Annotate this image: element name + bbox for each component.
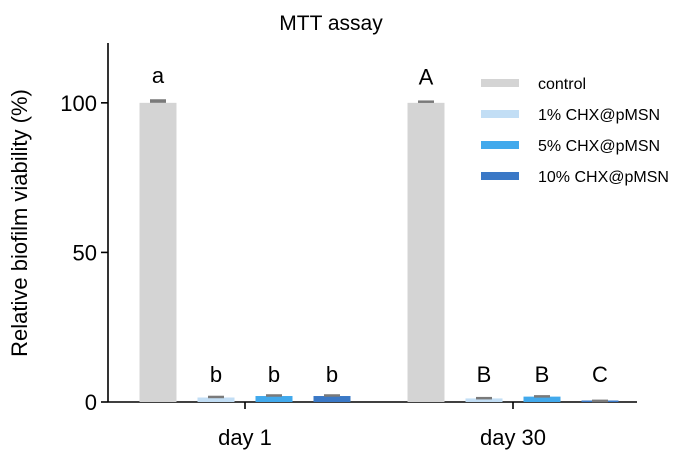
significance-letter: b (326, 362, 338, 387)
significance-letter: b (268, 362, 280, 387)
x-tick-label: day 30 (480, 425, 546, 450)
bar (255, 396, 293, 402)
axes: 0 50 100 day 1 day 30 (60, 43, 637, 450)
significance-letter: B (477, 362, 492, 387)
y-axis-label: Relative biofilm viability (%) (7, 89, 32, 357)
legend: control 1% CHX@pMSN 5% CHX@pMSN 10% CHX@pMS… (481, 76, 669, 186)
x-tick-label: day 1 (218, 425, 272, 450)
significance-letter: B (535, 362, 550, 387)
error-bar (324, 394, 340, 397)
chart-title: MTT assay (279, 12, 383, 35)
legend-label: 10% CHX@pMSN (538, 169, 669, 186)
error-bar (150, 99, 166, 103)
significance-letter: A (419, 64, 434, 89)
bars: a b b b A B B C (139, 63, 619, 403)
y-tick-label: 0 (85, 390, 97, 415)
error-bar (592, 399, 608, 403)
bar (139, 102, 177, 402)
y-tick-label: 100 (60, 91, 97, 116)
legend-label: control (538, 76, 586, 93)
error-bar (266, 394, 282, 397)
legend-swatch (481, 141, 519, 149)
legend-swatch (481, 110, 519, 118)
legend-swatch (481, 172, 519, 180)
y-tick-label: 50 (73, 240, 97, 265)
legend-label: 1% CHX@pMSN (538, 107, 660, 124)
legend-label: 5% CHX@pMSN (538, 138, 660, 155)
bar (313, 396, 351, 402)
bar (523, 396, 561, 402)
bar (197, 397, 235, 402)
error-bar (418, 100, 434, 103)
significance-letter: C (592, 362, 608, 387)
bar (407, 102, 445, 402)
error-bar (476, 396, 492, 400)
significance-letter: b (210, 362, 222, 387)
error-bar (208, 395, 224, 399)
significance-letter: a (152, 63, 165, 88)
error-bar (534, 395, 550, 398)
legend-swatch (481, 79, 519, 87)
bar (465, 398, 503, 402)
